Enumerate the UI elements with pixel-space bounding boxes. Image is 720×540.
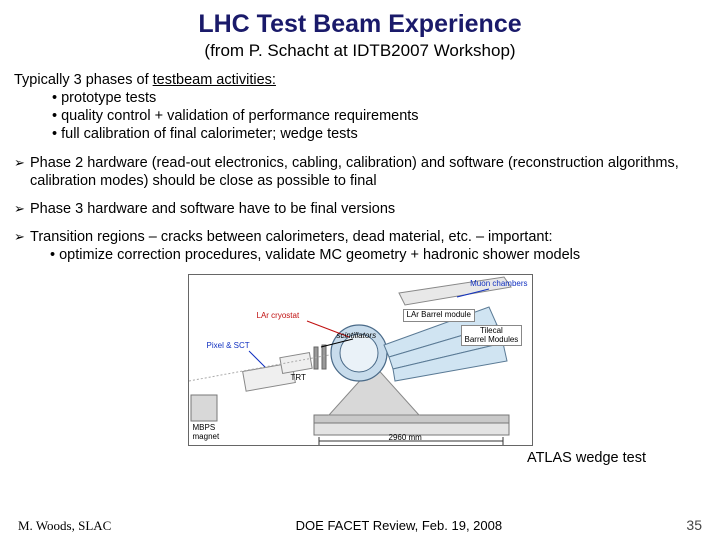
footer: M. Woods, SLAC DOE FACET Review, Feb. 19… [0,517,720,534]
phase-item-text: prototype tests [61,90,156,106]
phases-heading-pre: Typically 3 phases of [14,72,153,88]
arrow-icon: ➢ [14,200,30,218]
arrow-icon: ➢ [14,154,30,172]
bullet-dot: • [52,126,57,142]
bullet-text: Transition regions – cracks between calo… [30,228,706,246]
phase-item-text: quality control + validation of performa… [61,108,418,124]
phase-item: • full calibration of final calorimeter;… [52,125,706,143]
fig-label-lar-barrel: LAr Barrel module [403,309,475,321]
bullet-row: ➢ Phase 3 hardware and software have to … [14,200,706,218]
fig-label-trt: TRT [291,373,306,382]
figure-caption: ATLAS wedge test [527,450,706,466]
footer-page-number: 35 [686,517,702,533]
sub-bullet-list: • optimize correction procedures, valida… [30,246,706,264]
fig-label-tilecal: Tilecal Barrel Modules [461,325,523,346]
footer-author: M. Woods, SLAC [18,518,111,534]
fig-label-muon: Muon chambers [470,279,527,288]
slide-subtitle: (from P. Schacht at IDTB2007 Workshop) [14,41,706,61]
fig-label-dim: 2960 mm [389,433,422,442]
arrow-icon: ➢ [14,228,30,246]
caption-row: ATLAS wedge test [14,450,706,466]
figure-container: Muon chambers LAr Barrel module Tilecal … [14,274,706,446]
sub-bullet-text: optimize correction procedures, validate… [59,247,580,263]
phase-item: • prototype tests [52,89,706,107]
phase-item: • quality control + validation of perfor… [52,107,706,125]
footer-event: DOE FACET Review, Feb. 19, 2008 [111,518,686,533]
bullet-dot: • [52,90,57,106]
bullet-text: Phase 2 hardware (read-out electronics, … [30,154,706,190]
sub-bullet-item: • optimize correction procedures, valida… [50,246,706,264]
phases-block: Typically 3 phases of testbeam activitie… [14,71,706,144]
bullet-body: Transition regions – cracks between calo… [30,228,706,264]
fig-label-scint: scintillators [337,331,377,340]
diagram-figure: Muon chambers LAr Barrel module Tilecal … [188,274,533,446]
phase-item-text: full calibration of final calorimeter; w… [61,126,358,142]
phases-list: • prototype tests • quality control + va… [14,89,706,143]
bullet-row: ➢ Phase 2 hardware (read-out electronics… [14,154,706,190]
bullet-text: Phase 3 hardware and software have to be… [30,200,706,218]
bullet-row: ➢ Transition regions – cracks between ca… [14,228,706,264]
slide-title: LHC Test Beam Experience [14,10,706,39]
phases-heading: Typically 3 phases of testbeam activitie… [14,71,706,89]
bullet-dot: • [52,108,57,124]
phases-heading-underline: testbeam activities: [153,72,276,88]
fig-label-mbps: MBPS magnet [193,423,220,441]
bullet-dot: • [50,247,55,263]
fig-label-cryostat: LAr cryostat [257,311,300,320]
diagram-svg [189,275,534,447]
fig-label-pixel: Pixel & SCT [207,341,250,350]
